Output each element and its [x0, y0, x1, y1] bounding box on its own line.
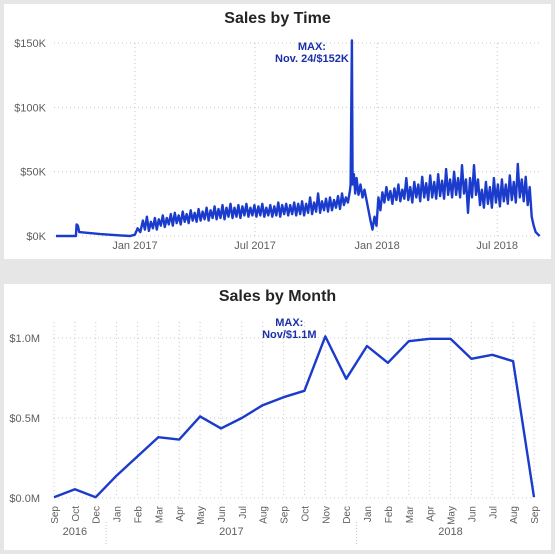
x-tick-label: Jul [488, 506, 499, 519]
x-tick-label: Jan [113, 506, 124, 522]
x-tick-label: Jul 2018 [476, 240, 518, 252]
x-tick-label: Jun [467, 506, 478, 522]
x-tick-label: Sep [530, 506, 541, 524]
sales-line [56, 39, 541, 238]
x-tick-label: May [447, 506, 458, 525]
x-tick-label: Jul 2017 [234, 240, 276, 252]
x-tick-label: Aug [259, 506, 270, 524]
year-label: 2016 [63, 526, 87, 538]
y-tick-label: $100K [14, 102, 46, 114]
y-tick-label: $150K [14, 38, 46, 50]
chart-title: Sales by Month [218, 288, 337, 305]
max-annotation: MAX: [298, 41, 326, 53]
x-tick-label: Sep [280, 506, 291, 524]
sales-line [53, 335, 536, 499]
x-tick-label: Apr [175, 505, 186, 521]
x-tick-label: Jan 2017 [112, 240, 157, 252]
x-tick-label: Sep [50, 506, 61, 524]
x-tick-label: Nov [321, 506, 332, 524]
sales-by-time-panel: Sales by Time $0K $50K $100K $150K Jan 2017 J… [4, 4, 551, 259]
x-tick-label: Feb [133, 506, 144, 524]
x-tick-label: Apr [426, 505, 437, 521]
x-tick-label: Dec [342, 506, 353, 524]
x-tick-label: Jun [217, 506, 228, 522]
x-tick-label: Oct [71, 506, 82, 522]
x-tick-label: Jan 2018 [354, 240, 399, 252]
max-annotation: MAX: [275, 317, 303, 329]
x-tick-label: Feb [384, 506, 395, 524]
y-tick-label: $50K [20, 167, 46, 179]
y-tick-label: $0.0M [9, 493, 40, 505]
sales-by-time-chart: $0K $50K $100K $150K Jan 2017 Jul 2017 Jan 201… [14, 38, 541, 252]
max-annotation: Nov. 24/$152K [275, 53, 349, 65]
y-tick-label: $0K [26, 231, 46, 243]
x-tick-label: Jan [363, 506, 374, 522]
x-tick-label: Jul [238, 506, 249, 519]
x-tick-label: Mar [405, 505, 416, 523]
year-label: 2018 [438, 526, 462, 538]
x-tick-label: Aug [509, 506, 520, 524]
sales-by-month-chart: $0.0M $0.5M $1.0M Sep Oct Dec Jan Feb Mar Apr May J… [9, 317, 541, 546]
x-tick-label: Dec [92, 506, 103, 524]
y-tick-label: $1.0M [9, 333, 40, 345]
x-tick-label: Oct [300, 506, 311, 522]
y-tick-label: $0.5M [9, 413, 40, 425]
sales-by-month-panel: Sales by Month $0.0M $0.5M $1.0M Sep Oct Dec J… [4, 284, 551, 550]
chart-title: Sales by Time [224, 10, 331, 27]
max-annotation: Nov/$1.1M [262, 329, 316, 341]
year-label: 2017 [219, 526, 243, 538]
x-tick-label: Mar [154, 505, 165, 523]
x-tick-label: May [196, 506, 207, 525]
